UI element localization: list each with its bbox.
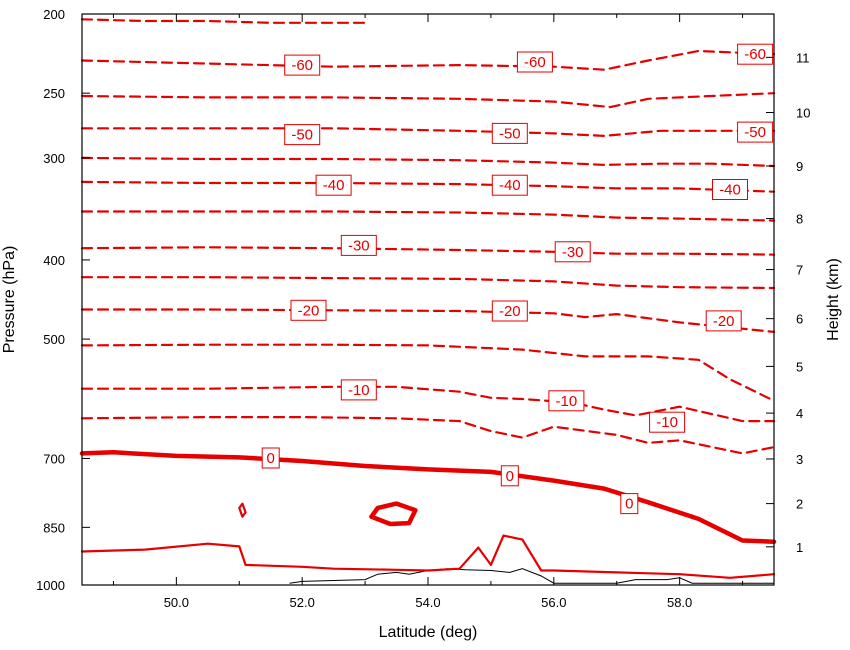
contour-label: -20 [298,302,320,319]
contour-label-box [284,54,321,76]
contour-label: -10 [656,414,678,431]
y-tick-label: 250 [43,86,65,101]
y-tick-label: 300 [43,151,65,166]
contour-label-box [340,379,377,401]
contour-line [80,92,776,109]
terrain-line [289,568,774,584]
contour-line [79,450,777,544]
contour-line [80,156,776,168]
right-tick-label: 2 [796,497,803,512]
contour-label-box [620,493,639,515]
contour-label-box [554,241,591,263]
contour-label: -30 [562,244,584,261]
right-tick-label: 8 [796,212,803,227]
contour-line [80,18,367,24]
contour-label: 0 [625,496,633,513]
contour-label-box [491,174,528,196]
y-axis-right-title: Height (km) [825,258,842,341]
y-tick-label: 200 [43,7,65,22]
contour-label-box [548,390,585,412]
right-tick-label: 5 [796,359,803,374]
contour-label: -30 [348,237,370,254]
contour-label-box [491,300,528,322]
contour-label-box [261,447,280,469]
y-tick-label: 1000 [36,578,65,593]
contour-line [80,308,776,333]
right-tick-label: 6 [796,312,803,327]
y-tick-label: 500 [43,332,65,347]
right-tick-label: 7 [796,263,803,278]
contour-label: -50 [291,127,313,144]
contour-lines [79,18,777,579]
contour-label-box [705,310,742,332]
y-axis-right: 1 2 3 4 5 6 7 8 9 10 11 [766,50,810,555]
contour-labels: -60 -60 -60 -50 -50 -50 -40 -40 -40 -30 -30 -20 -20 -… [261,43,774,515]
x-tick-label: 56.0 [541,595,566,610]
contour-label: 0 [506,468,514,485]
contour-label: -60 [744,46,766,63]
contour-label-box [649,411,686,433]
contour-label: -60 [291,57,313,74]
contour-line [80,385,776,423]
contour-line [80,276,776,290]
contour-line [238,502,247,518]
contour-line [80,246,776,256]
terrain-outline [289,568,774,584]
x-axis-title: Latitude (deg) [379,624,478,641]
contour-label-box [516,51,553,73]
contour-label-box [284,124,321,146]
y-axis-left: 200 250 300 400 500 700 850 1000 [36,7,90,593]
contour-label: -60 [524,54,546,71]
contour-line [369,501,418,527]
x-tick-label: 52.0 [290,595,315,610]
contour-label: -10 [348,382,370,399]
contour-label: -50 [744,124,766,141]
contour-line [80,210,776,222]
x-axis: 50.0 52.0 54.0 56.0 58.0 [112,14,744,610]
contour-label: -40 [719,182,741,199]
contour-label-box [315,174,352,196]
x-tick-label: 58.0 [667,595,692,610]
contour-label: -10 [556,393,578,410]
contour-label-box [500,465,519,487]
right-tick-label: 1 [796,540,803,555]
right-tick-label: 9 [796,159,803,174]
contour-label-box [737,121,774,143]
contour-label-box [737,43,774,65]
contour-label-box [491,122,528,144]
contour-line [80,343,776,402]
right-tick-label: 11 [796,50,810,65]
contour-label: -20 [713,313,735,330]
contour-label: -50 [499,125,521,142]
contour-label-box [340,234,377,256]
y-tick-label: 400 [43,253,65,268]
right-tick-label: 3 [796,452,803,467]
x-tick-label: 50.0 [164,595,189,610]
contour-label-box [290,299,327,321]
y-tick-label: 700 [43,451,65,466]
contour-line [80,534,776,579]
contour-label-box [712,179,748,200]
x-tick-label: 54.0 [415,595,440,610]
contour-line [80,127,776,137]
contour-label: -40 [499,177,521,194]
y-axis-title: Pressure (hPa) [1,246,18,354]
right-tick-label: 10 [796,105,810,120]
right-tick-label: 4 [796,406,803,421]
contour-line [80,416,776,455]
y-tick-label: 850 [43,520,65,535]
contour-label: 0 [267,450,275,467]
contour-label: -20 [499,303,521,320]
contour-label: -40 [323,177,345,194]
contour-line [80,49,776,71]
